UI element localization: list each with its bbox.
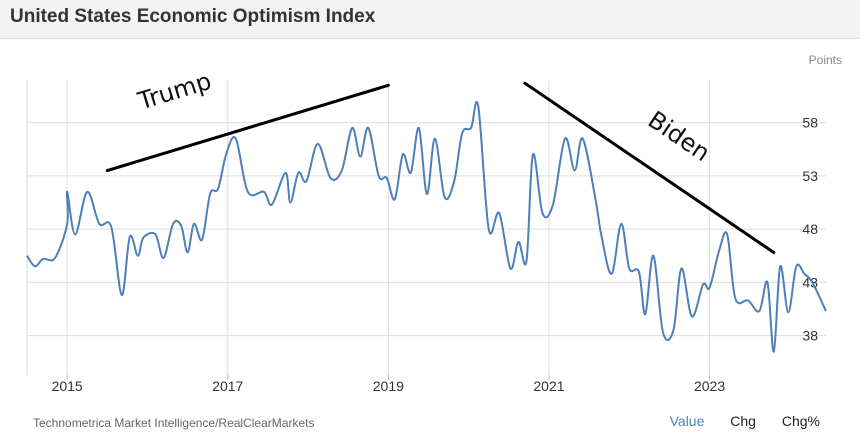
x-axis-ticks: 2015 2017 2019 2021 2023 <box>52 375 725 394</box>
annotation-line-biden <box>523 81 776 255</box>
x-tick-label: 2023 <box>694 378 725 394</box>
annotation-line-trump <box>105 83 390 173</box>
x-tick-label: 2019 <box>373 378 404 394</box>
x-tick-label: 2015 <box>52 378 83 394</box>
annotation-label-biden: Biden <box>643 106 715 168</box>
title-bar: United States Economic Optimism Index <box>0 0 860 39</box>
tab-value[interactable]: Value <box>669 413 705 429</box>
source-label: Technometrica Market Intelligence/RealCl… <box>33 416 315 430</box>
series-line-0 <box>26 101 827 353</box>
units-label: Points <box>808 53 842 67</box>
annotation-layer: Trump Biden <box>105 67 776 255</box>
gridlines <box>27 80 826 375</box>
tab-chg-percent[interactable]: Chg% <box>781 413 820 429</box>
view-tabs: Value Chg Chg% <box>648 413 820 429</box>
tab-chg[interactable]: Chg <box>730 413 756 429</box>
y-tick-label: 58 <box>802 115 818 131</box>
x-tick-label: 2021 <box>533 378 564 394</box>
annotation-label-trump: Trump <box>134 67 215 116</box>
chart-title: United States Economic Optimism Index <box>10 6 376 27</box>
y-tick-label: 38 <box>802 328 818 344</box>
y-tick-label: 53 <box>802 168 818 184</box>
x-tick-label: 2017 <box>212 378 243 394</box>
series-layer <box>26 101 827 353</box>
y-tick-label: 48 <box>802 221 818 237</box>
